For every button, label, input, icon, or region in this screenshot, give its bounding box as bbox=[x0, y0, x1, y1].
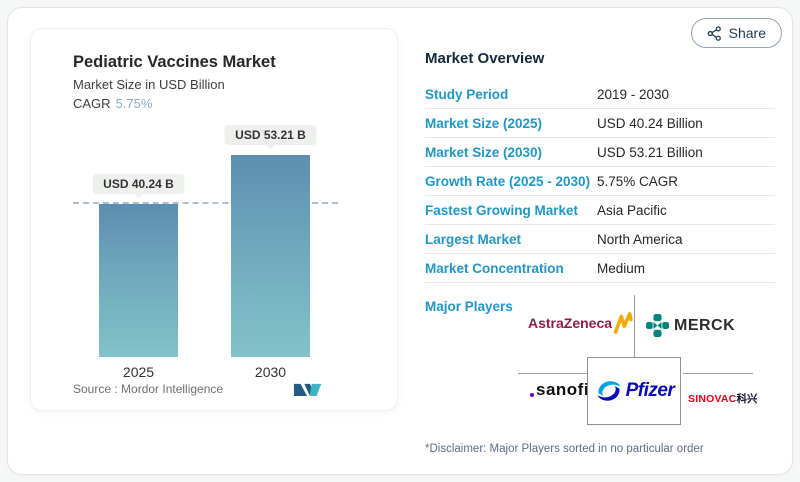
bar-chart-plot: USD 40.24 B 2025 USD 53.21 B 2030 bbox=[73, 122, 338, 380]
row-value: Asia Pacific bbox=[597, 202, 667, 218]
major-players-label: Major Players bbox=[425, 299, 513, 314]
table-row-market-concentration: Market Concentration Medium bbox=[425, 254, 775, 283]
major-players-diagram: Major Players AstraZeneca bbox=[425, 294, 775, 441]
table-row-largest-market: Largest Market North America bbox=[425, 225, 775, 254]
sanofi-wordmark: sanofi bbox=[536, 380, 590, 399]
disclaimer-text: *Disclaimer: Major Players sorted in no … bbox=[425, 443, 704, 455]
overview-table: Study Period 2019 - 2030 Market Size (20… bbox=[425, 80, 775, 283]
row-value: Medium bbox=[597, 260, 646, 276]
overview-heading: Market Overview bbox=[425, 50, 545, 67]
cagr-label: CAGR bbox=[73, 96, 111, 111]
bar-2025[interactable] bbox=[99, 204, 178, 357]
row-value: USD 40.24 Billion bbox=[597, 115, 703, 131]
row-label: Market Concentration bbox=[425, 260, 564, 276]
bar-column-2030: USD 53.21 B 2030 bbox=[224, 122, 317, 380]
share-icon bbox=[707, 25, 721, 41]
chart-card: Pediatric Vaccines Market Market Size in… bbox=[30, 28, 398, 411]
table-row-growth-rate: Growth Rate (2025 - 2030) 5.75% CAGR bbox=[425, 167, 775, 196]
merck-logo: MERCK bbox=[646, 314, 735, 337]
table-row-market-size-2025: Market Size (2025) USD 40.24 Billion bbox=[425, 109, 775, 138]
x-axis-label-2025: 2025 bbox=[122, 364, 155, 380]
chart-cagr-line: CAGR 5.75% bbox=[73, 96, 152, 111]
row-label: Market Size (2030) bbox=[425, 144, 543, 160]
row-label: Fastest Growing Market bbox=[425, 202, 579, 218]
diagram-right-connector bbox=[683, 373, 753, 374]
diagram-vertical-connector bbox=[634, 295, 635, 357]
sinovac-logo: SINOVAC科兴 bbox=[688, 389, 757, 407]
merck-wordmark: MERCK bbox=[674, 316, 736, 334]
share-button[interactable]: Share bbox=[690, 18, 782, 48]
bar-2030[interactable] bbox=[231, 155, 310, 357]
bar-value-text-2030: USD 53.21 B bbox=[235, 128, 306, 142]
cagr-value: 5.75% bbox=[115, 96, 153, 111]
share-button-label: Share bbox=[728, 25, 766, 41]
row-label: Growth Rate (2025 - 2030) bbox=[425, 173, 591, 189]
pfizer-wordmark: Pfizer bbox=[625, 380, 675, 401]
table-row-study-period: Study Period 2019 - 2030 bbox=[425, 80, 775, 109]
row-value: USD 53.21 Billion bbox=[597, 144, 703, 160]
mordor-intelligence-logo bbox=[293, 383, 322, 397]
merck-cross-icon bbox=[646, 314, 669, 337]
market-overview-panel: Market Overview Study Period 2019 - 2030… bbox=[425, 50, 775, 478]
bar-column-2025: USD 40.24 B 2025 bbox=[92, 122, 185, 380]
chart-subtitle: Market Size in USD Billion bbox=[73, 77, 225, 92]
row-label: Largest Market bbox=[425, 231, 522, 247]
bar-value-label-2030: USD 53.21 B bbox=[224, 125, 317, 145]
sinovac-cn-wordmark: 科兴 bbox=[736, 393, 758, 405]
astrazeneca-zigzag-icon bbox=[613, 312, 633, 334]
diagram-left-connector bbox=[518, 373, 587, 374]
chart-title: Pediatric Vaccines Market bbox=[73, 53, 276, 71]
sanofi-logo: sanofi bbox=[530, 380, 589, 400]
pfizer-swoosh-icon bbox=[597, 381, 620, 401]
source-row: Source : Mordor Intelligence bbox=[73, 381, 325, 397]
table-row-fastest-growing-market: Fastest Growing Market Asia Pacific bbox=[425, 196, 775, 225]
pfizer-logo-box: Pfizer bbox=[587, 357, 681, 425]
row-label: Market Size (2025) bbox=[425, 115, 543, 131]
astrazeneca-logo: AstraZeneca bbox=[528, 310, 633, 336]
x-axis-label-2030: 2030 bbox=[254, 364, 287, 380]
row-value: North America bbox=[597, 231, 683, 247]
bar-value-label-2025: USD 40.24 B bbox=[92, 174, 185, 194]
table-row-market-size-2030: Market Size (2030) USD 53.21 Billion bbox=[425, 138, 775, 167]
sinovac-wordmark: SINOVAC bbox=[688, 393, 737, 405]
row-label: Study Period bbox=[425, 86, 509, 102]
bar-value-text-2025: USD 40.24 B bbox=[103, 177, 174, 191]
source-text: Source : Mordor Intelligence bbox=[73, 382, 224, 396]
reference-dashed-line bbox=[73, 202, 338, 204]
astrazeneca-wordmark: AstraZeneca bbox=[528, 315, 613, 331]
row-value: 5.75% CAGR bbox=[597, 173, 679, 189]
sanofi-dot-icon bbox=[530, 393, 534, 397]
row-value: 2019 - 2030 bbox=[597, 86, 670, 102]
